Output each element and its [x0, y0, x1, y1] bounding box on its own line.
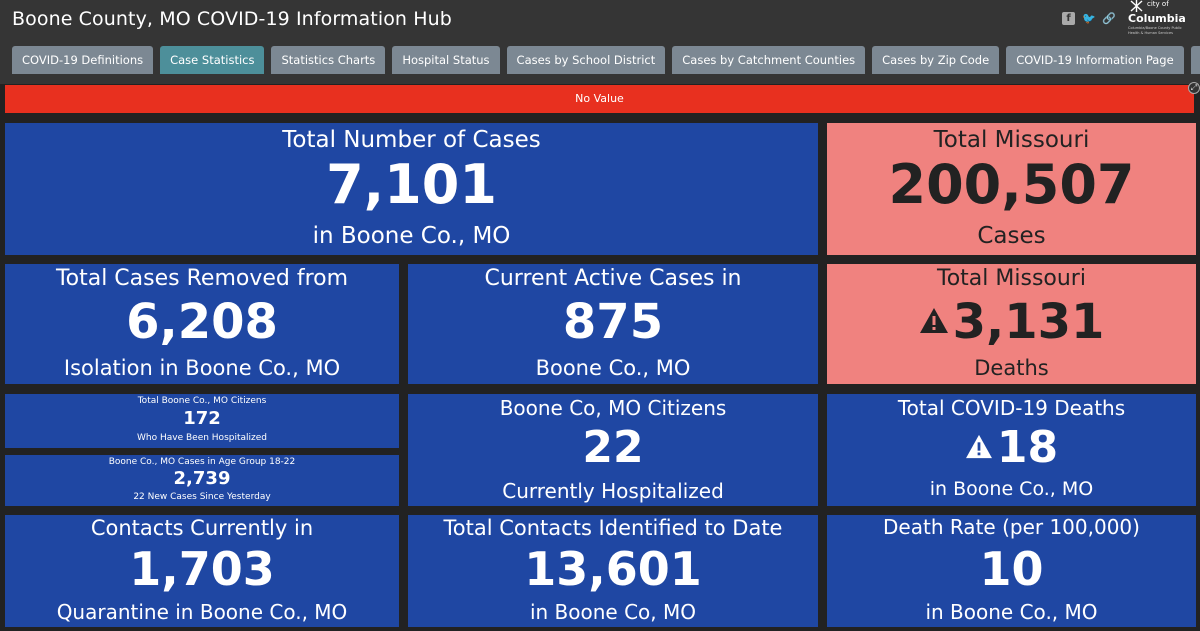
card-total-cases: Total Number of Cases 7,101 in Boone Co.…	[5, 123, 818, 255]
tab-case-statistics[interactable]: Case Statistics	[160, 46, 265, 74]
card-label-top: Total Contacts Identified to Date	[443, 516, 783, 540]
card-total-contacts: Total Contacts Identified to Date 13,601…	[408, 515, 818, 627]
tab-bar: COVID-19 Definitions Case Statistics Sta…	[12, 46, 1200, 74]
card-label-top: Boone Co., MO Cases in Age Group 18-22	[108, 457, 296, 467]
card-label-bottom: Who Have Been Hospitalized	[137, 433, 267, 443]
card-value: 3,131	[952, 294, 1105, 350]
card-label-bottom: Deaths	[974, 356, 1049, 380]
card-label-top: Total Missouri	[933, 127, 1090, 153]
facebook-icon[interactable]: f	[1062, 12, 1075, 25]
card-label-bottom: in Boone Co., MO	[925, 600, 1098, 624]
card-death-rate: Death Rate (per 100,000) 10 in Boone Co.…	[827, 515, 1196, 627]
card-value: 13,601	[524, 542, 702, 596]
city-logo[interactable]: city of Columbia Columbia/Boone County P…	[1128, 0, 1194, 44]
twitter-icon[interactable]: 🐦	[1082, 12, 1096, 25]
card-value: 22	[582, 422, 644, 473]
tab-cases-by-school-district[interactable]: Cases by School District	[506, 46, 666, 74]
logo-name: Columbia	[1128, 12, 1186, 25]
card-label-top: Total Boone Co., MO Citizens	[137, 396, 267, 406]
card-value: 2,739	[173, 468, 231, 489]
card-hospitalized-total: Total Boone Co., MO Citizens 172 Who Hav…	[5, 394, 399, 448]
card-label-bottom: in Boone Co., MO	[312, 223, 511, 249]
card-active-cases: Current Active Cases in 875 Boone Co., M…	[408, 264, 818, 384]
card-covid-deaths: Total COVID-19 Deaths 18 in Boone Co., M…	[827, 394, 1196, 506]
tab-cases-by-zip-code[interactable]: Cases by Zip Code	[872, 46, 1000, 74]
columbia-logo-icon	[1130, 0, 1143, 12]
card-label-bottom: in Boone Co, MO	[529, 600, 697, 624]
tab-menu-list-icon[interactable]: ☰	[1190, 46, 1200, 74]
tab-covid-information-page[interactable]: COVID-19 Information Page	[1006, 46, 1184, 74]
card-label-top: Total Number of Cases	[282, 127, 541, 153]
card-currently-hospitalized: Boone Co, MO Citizens 22 Currently Hospi…	[408, 394, 818, 506]
expand-icon[interactable]: ⤢	[1188, 82, 1200, 94]
alert-banner: No Value	[5, 85, 1194, 113]
logo-subtitle: Columbia/Boone County Public Health & Hu…	[1128, 26, 1182, 35]
card-label-bottom: Boone Co., MO	[535, 356, 691, 380]
card-label-bottom: 22 New Cases Since Yesterday	[133, 492, 271, 502]
tab-covid-definitions[interactable]: COVID-19 Definitions	[12, 46, 154, 74]
card-value: 7,101	[326, 153, 497, 216]
card-label-top: Total Missouri	[937, 266, 1086, 291]
card-value: 875	[562, 294, 664, 350]
card-value: 6,208	[126, 294, 278, 350]
card-age-group: Boone Co., MO Cases in Age Group 18-22 2…	[5, 455, 399, 506]
card-label-bottom: Isolation in Boone Co., MO	[63, 356, 341, 380]
card-value-row: 18	[827, 422, 1196, 473]
card-label-bottom: Currently Hospitalized	[502, 479, 724, 503]
card-value: 200,507	[888, 153, 1135, 216]
card-value-row: 3,131	[827, 294, 1196, 350]
card-label-top: Death Rate (per 100,000)	[883, 515, 1140, 539]
app-title: Boone County, MO COVID-19 Information Hu…	[12, 8, 452, 30]
card-label-top: Boone Co, MO Citizens	[499, 396, 727, 420]
card-label-bottom: Cases	[977, 223, 1046, 249]
tab-statistics-charts[interactable]: Statistics Charts	[271, 46, 386, 74]
card-label-top: Total Cases Removed from	[55, 266, 349, 291]
card-value: 10	[979, 542, 1044, 596]
link-icon[interactable]: 🔗	[1102, 12, 1116, 25]
card-removed-from-isolation: Total Cases Removed from 6,208 Isolation…	[5, 264, 399, 384]
card-value: 18	[996, 422, 1059, 473]
card-label-bottom: Quarantine in Boone Co., MO	[56, 600, 348, 624]
social-links: f 🐦 🔗	[1062, 12, 1116, 25]
card-label-top: Current Active Cases in	[484, 266, 742, 291]
tab-hospital-status[interactable]: Hospital Status	[392, 46, 500, 74]
card-total-missouri-cases: Total Missouri 200,507 Cases	[827, 123, 1196, 255]
warning-icon	[919, 307, 948, 333]
tab-cases-by-catchment-counties[interactable]: Cases by Catchment Counties	[672, 46, 866, 74]
card-contacts-in-quarantine: Contacts Currently in 1,703 Quarantine i…	[5, 515, 399, 627]
card-label-top: Contacts Currently in	[90, 516, 314, 540]
header-bar: Boone County, MO COVID-19 Information Hu…	[0, 0, 1200, 84]
card-value: 172	[183, 408, 221, 429]
logo-city-of: city of	[1147, 0, 1169, 8]
warning-icon	[965, 434, 992, 458]
card-value: 1,703	[129, 542, 275, 596]
card-label-bottom: in Boone Co., MO	[929, 478, 1094, 500]
card-total-missouri-deaths: Total Missouri 3,131 Deaths	[827, 264, 1196, 384]
card-label-top: Total COVID-19 Deaths	[897, 396, 1126, 420]
